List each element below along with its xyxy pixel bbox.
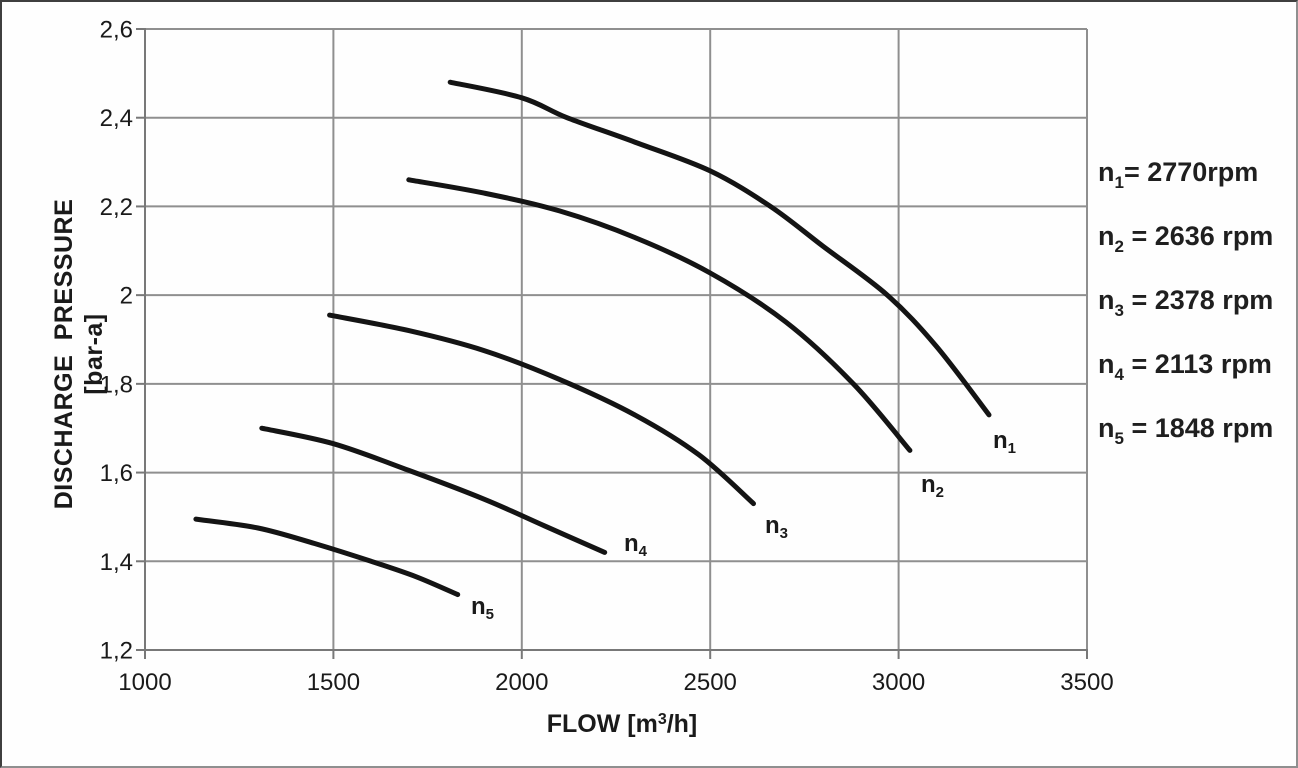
- curve-label-n1: n1: [993, 427, 1016, 457]
- x-axis-title-superscript: 3: [657, 711, 667, 728]
- x-tick-label: 2500: [684, 669, 737, 696]
- curve-label-subscript: 1: [1008, 440, 1016, 457]
- y-tick-label: 2,4: [100, 105, 133, 132]
- legend-symbol: n: [1098, 413, 1115, 443]
- curve-n5: [193, 516, 461, 598]
- x-axis-title-text: FLOW [m: [546, 710, 658, 738]
- curve-n1: [447, 79, 992, 418]
- curve-n3: [327, 312, 756, 507]
- legend-symbol: n: [1098, 349, 1115, 379]
- y-tick-label: 1,6: [100, 460, 133, 487]
- y-tick-label: 2,2: [100, 194, 133, 221]
- curve-n2: [406, 177, 913, 453]
- y-tick-label: 1,4: [100, 549, 133, 576]
- x-tick-label: 3000: [872, 669, 925, 696]
- legend-symbol-subscript: 4: [1114, 365, 1124, 384]
- legend-entry-n3: n3 = 2378 rpm: [1098, 283, 1274, 320]
- curve-label-subscript: 3: [780, 525, 788, 542]
- curve-label-n4: n4: [624, 530, 648, 560]
- y-tick-label: 2,6: [100, 17, 133, 44]
- legend-symbol-subscript: 3: [1114, 301, 1124, 320]
- curve-label-n5: n5: [471, 593, 494, 623]
- x-axis-title-unit: /h]: [666, 710, 698, 738]
- x-tick-label: 1000: [118, 669, 171, 696]
- x-axis-title: FLOW [m3/h]: [472, 709, 772, 739]
- curve-label-subscript: 5: [486, 606, 494, 623]
- legend-symbol: n: [1098, 285, 1115, 315]
- legend-entry-n4: n4 = 2113 rpm: [1098, 347, 1273, 384]
- legend-symbol: n: [1098, 221, 1115, 251]
- x-tick-label: 1500: [307, 669, 360, 696]
- legend-symbol: n: [1098, 157, 1115, 187]
- y-tick-label: 2: [120, 283, 133, 310]
- legend-rpm-value: = 2113 rpm: [1123, 349, 1272, 379]
- legend-rpm-value: = 2770rpm: [1123, 157, 1259, 187]
- legend-symbol-subscript: 1: [1114, 173, 1124, 192]
- legend-entry-n1: n1= 2770rpm: [1098, 155, 1273, 192]
- legend-entry-n5: n5 = 1848 rpm: [1098, 411, 1274, 448]
- legend-rpm-value: = 2636 rpm: [1123, 221, 1274, 251]
- curve-label-n2: n2: [921, 471, 944, 501]
- curve-label-n3: n3: [765, 512, 788, 542]
- y-tick-label: 1,8: [100, 371, 133, 398]
- legend-entry-n2: n2 = 2636 rpm: [1098, 219, 1274, 256]
- curve-label-subscript: 4: [639, 543, 648, 560]
- curve-label-subscript: 2: [936, 484, 944, 501]
- y-tick-label: 1,2: [100, 638, 133, 665]
- legend-symbol-subscript: 2: [1114, 237, 1124, 256]
- legend-symbol-subscript: 5: [1114, 429, 1124, 448]
- legend-rpm-value: = 2378 rpm: [1123, 285, 1274, 315]
- y-axis-title: DISCHARGE PRESSURE [bar-a]: [50, 198, 108, 510]
- x-tick-label: 3500: [1060, 669, 1113, 696]
- curve-n4: [259, 425, 608, 555]
- x-tick-label: 2000: [495, 669, 548, 696]
- legend-rpm-value: = 1848 rpm: [1123, 413, 1274, 443]
- legend: n1= 2770rpm n2 = 2636 rpm n3 = 2378 rpm n4 …: [1098, 155, 1273, 475]
